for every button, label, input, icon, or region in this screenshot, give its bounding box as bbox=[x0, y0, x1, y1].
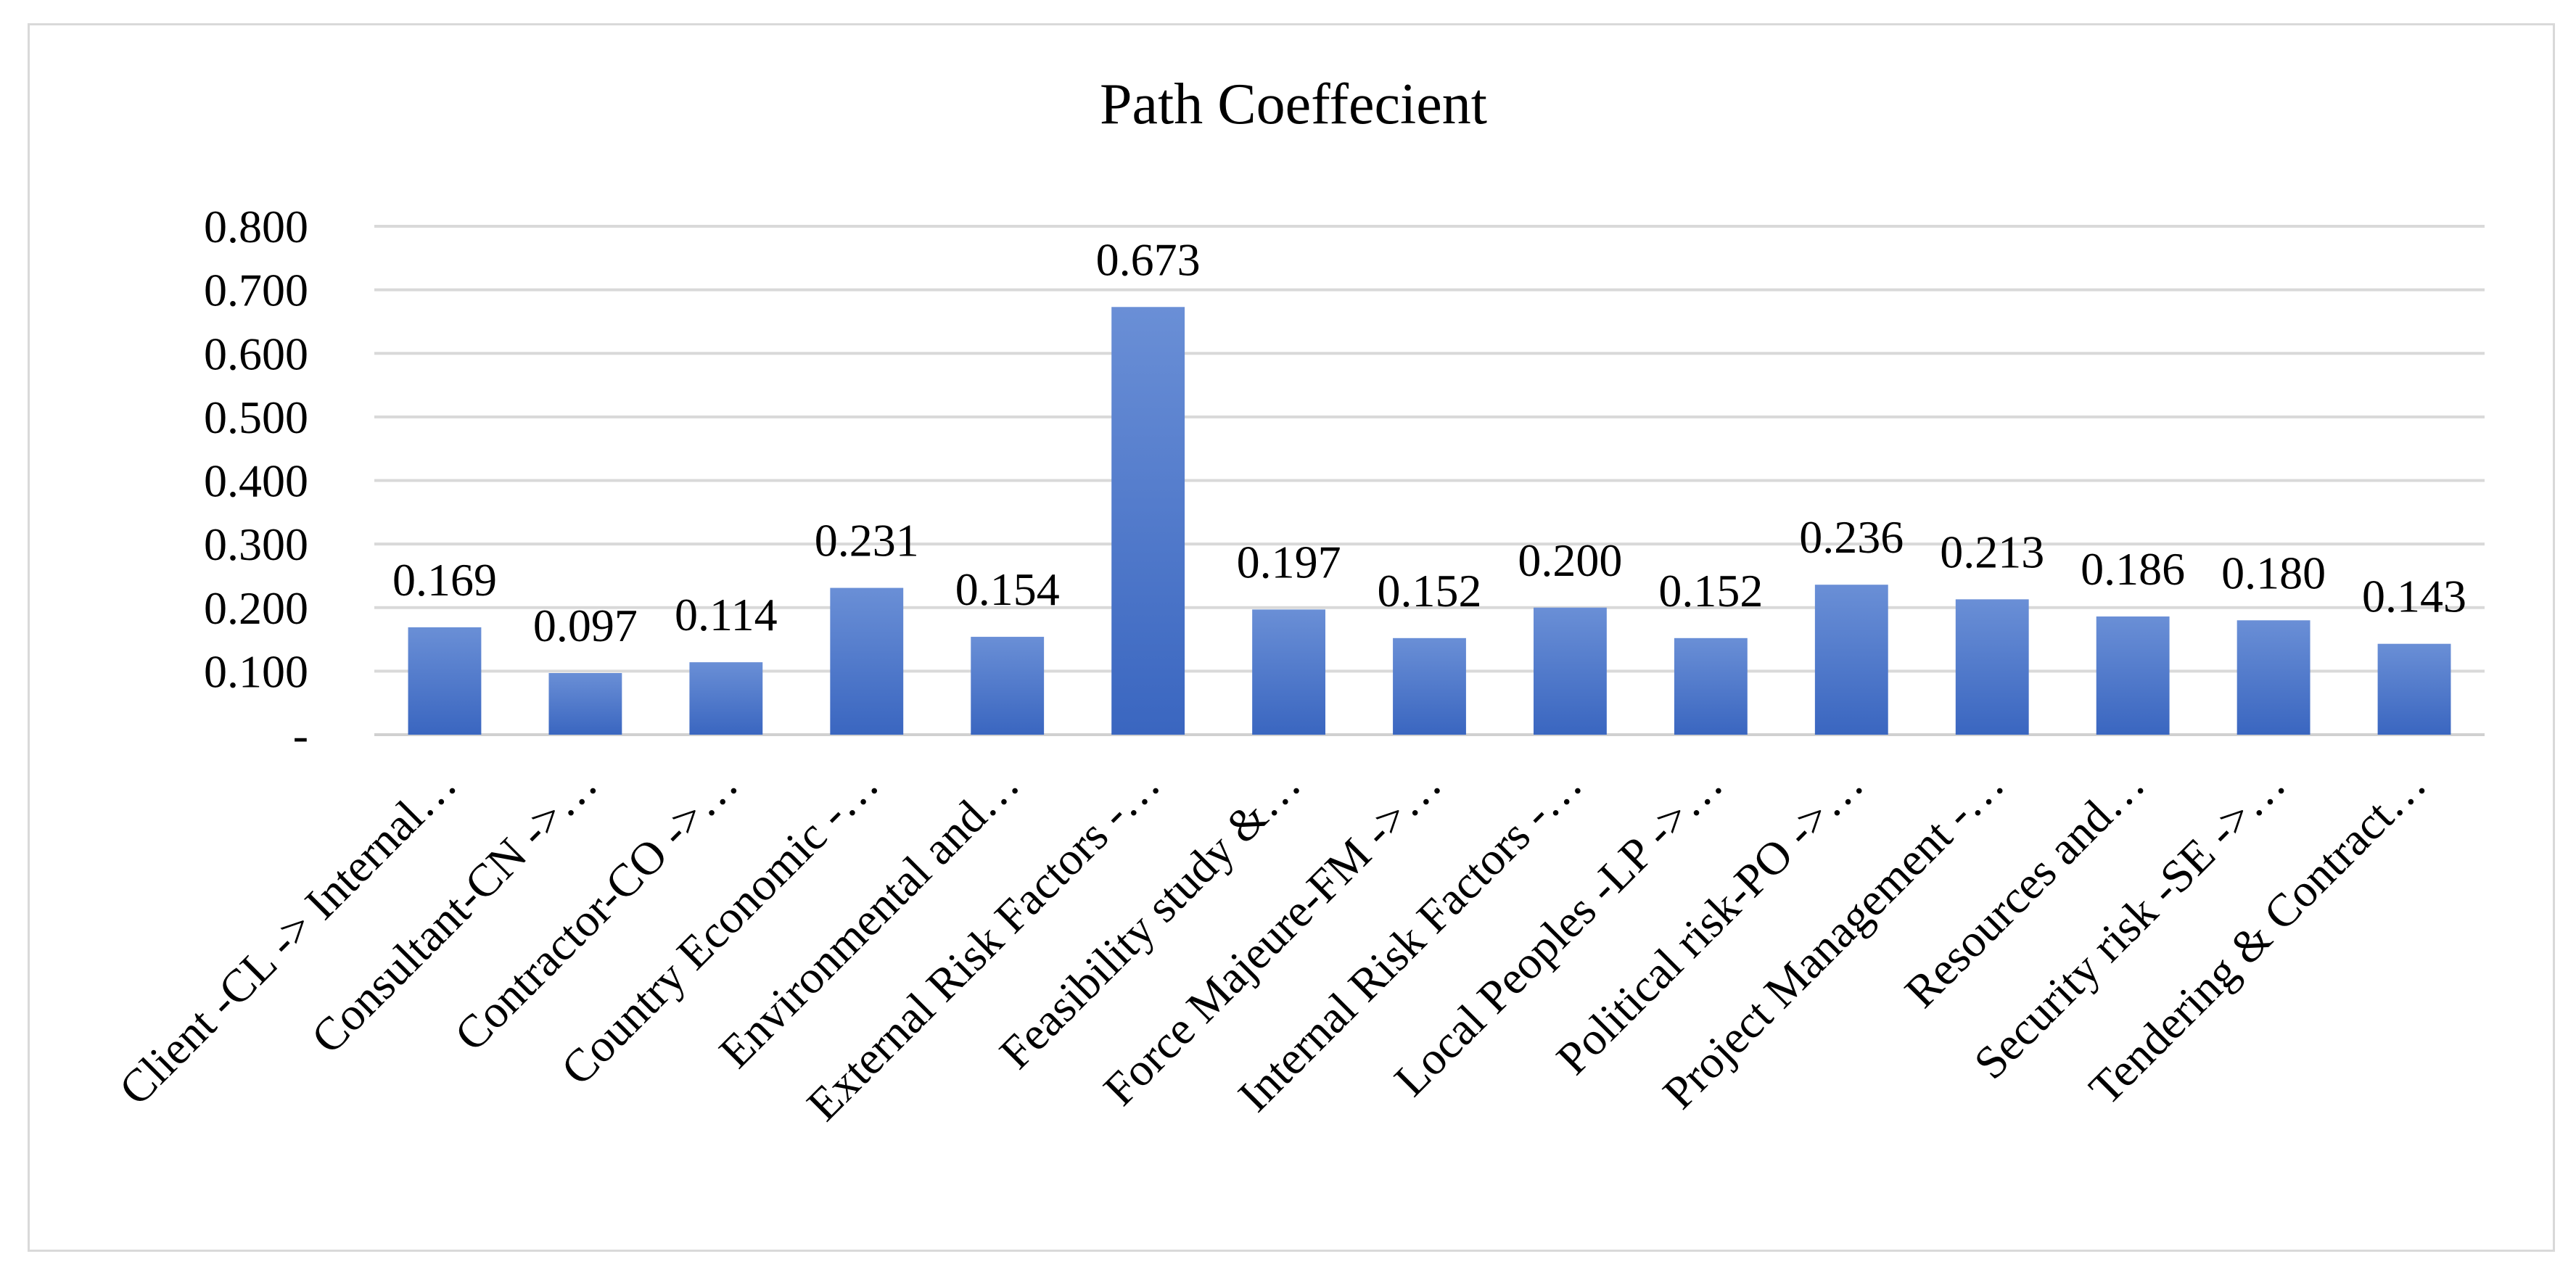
bar bbox=[689, 662, 763, 735]
y-tick-label: 0.700 bbox=[204, 265, 308, 316]
data-label: 0.114 bbox=[675, 589, 778, 640]
y-tick-label: 0.100 bbox=[204, 645, 308, 697]
data-label: 0.186 bbox=[2081, 543, 2185, 595]
bar bbox=[1393, 638, 1466, 735]
data-label: 0.673 bbox=[1096, 234, 1201, 285]
data-label: 0.197 bbox=[1237, 536, 1341, 587]
bar bbox=[1814, 585, 1888, 735]
bar bbox=[1252, 609, 1325, 735]
x-axis: Client -CL -> Internal…Consultant-CN ->…… bbox=[109, 758, 2436, 1131]
bar bbox=[2096, 616, 2170, 735]
bar bbox=[1534, 607, 1607, 735]
y-tick-label: 0.400 bbox=[204, 455, 308, 507]
y-tick-label: 0.800 bbox=[204, 201, 308, 252]
data-label: 0.231 bbox=[815, 515, 919, 566]
x-tick-label: Resources and… bbox=[1895, 758, 2155, 1018]
bar bbox=[408, 627, 482, 735]
data-label: 0.152 bbox=[1658, 565, 1763, 616]
y-tick-label: 0.200 bbox=[204, 582, 308, 634]
y-tick-label: - bbox=[293, 709, 308, 761]
data-label: 0.213 bbox=[1940, 526, 2044, 577]
bar bbox=[971, 637, 1045, 735]
data-label: 0.152 bbox=[1378, 565, 1482, 616]
y-axis: - 0.100 0.200 0.300 0.400 0.500 0.600 0.700 0.80… bbox=[204, 201, 308, 761]
data-label: 0.236 bbox=[1799, 511, 1904, 563]
data-label: 0.143 bbox=[2362, 571, 2466, 622]
bar bbox=[830, 587, 904, 735]
y-tick-label: 0.600 bbox=[204, 328, 308, 379]
y-tick-label: 0.500 bbox=[204, 392, 308, 443]
bar bbox=[548, 673, 622, 735]
bars bbox=[408, 307, 2451, 735]
data-label: 0.200 bbox=[1518, 535, 1622, 586]
data-label: 0.154 bbox=[955, 564, 1060, 615]
chart-title: Path Coeffecient bbox=[1100, 73, 1487, 136]
data-label: 0.169 bbox=[392, 554, 497, 606]
bar bbox=[2377, 643, 2451, 735]
bar bbox=[1955, 599, 2029, 735]
bar bbox=[1674, 638, 1748, 735]
data-label: 0.097 bbox=[533, 600, 638, 651]
bar bbox=[2236, 620, 2310, 735]
y-tick-label: 0.300 bbox=[204, 519, 308, 570]
bar bbox=[1111, 307, 1185, 735]
data-labels: 0.169 0.097 0.114 0.231 0.154 0.673 0.197 0.152… bbox=[392, 234, 2466, 651]
data-label: 0.180 bbox=[2221, 547, 2326, 598]
